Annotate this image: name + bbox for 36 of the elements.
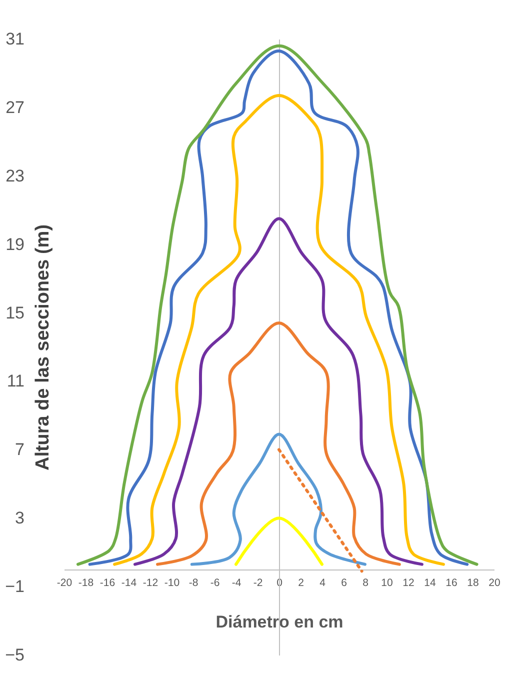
x-tick-label: 16 xyxy=(446,576,458,589)
line-series xyxy=(133,217,424,566)
x-tick-label: 20 xyxy=(488,576,500,589)
y-axis-title: Altura de las secciones (m) xyxy=(32,224,54,471)
line-series xyxy=(156,322,401,566)
y-tick-label: 3 xyxy=(15,508,24,528)
y-tick-label: 19 xyxy=(6,234,24,254)
y-tick-label: 15 xyxy=(6,303,24,322)
x-tick-label: -10 xyxy=(164,576,180,589)
x-tick-label: -20 xyxy=(56,576,72,589)
x-axis-title: Diámetro en cm xyxy=(216,612,344,632)
x-tick-label: -6 xyxy=(210,576,220,589)
x-tick-label: 12 xyxy=(402,576,414,589)
y-tick-label: −5 xyxy=(5,646,24,664)
line-series xyxy=(190,432,366,566)
x-tick-label: 14 xyxy=(424,576,436,589)
x-tick-label: 10 xyxy=(381,576,393,589)
x-tick-label: -18 xyxy=(78,576,94,589)
line-series xyxy=(113,94,445,566)
x-tick-label: 8 xyxy=(362,576,369,589)
y-tick-label: 31 xyxy=(6,30,24,48)
x-tick-label: -14 xyxy=(121,576,137,589)
y-tick-label: 27 xyxy=(6,98,24,117)
y-tick-label: −1 xyxy=(5,577,24,596)
y-tick-label: 23 xyxy=(6,166,24,186)
y-tick-label: 11 xyxy=(6,372,24,391)
x-tick-label: -16 xyxy=(100,576,116,589)
x-tick-label: 4 xyxy=(320,576,326,589)
x-tick-label: 2 xyxy=(298,576,304,589)
x-tick-label: -8 xyxy=(188,576,198,589)
x-tick-label: 6 xyxy=(341,576,348,589)
x-tick-label: 18 xyxy=(467,576,479,589)
x-tick-label: -2 xyxy=(253,576,263,589)
x-tick-label: -4 xyxy=(232,576,242,589)
y-tick-label: 7 xyxy=(15,440,24,460)
x-tick-label: -12 xyxy=(142,576,158,589)
